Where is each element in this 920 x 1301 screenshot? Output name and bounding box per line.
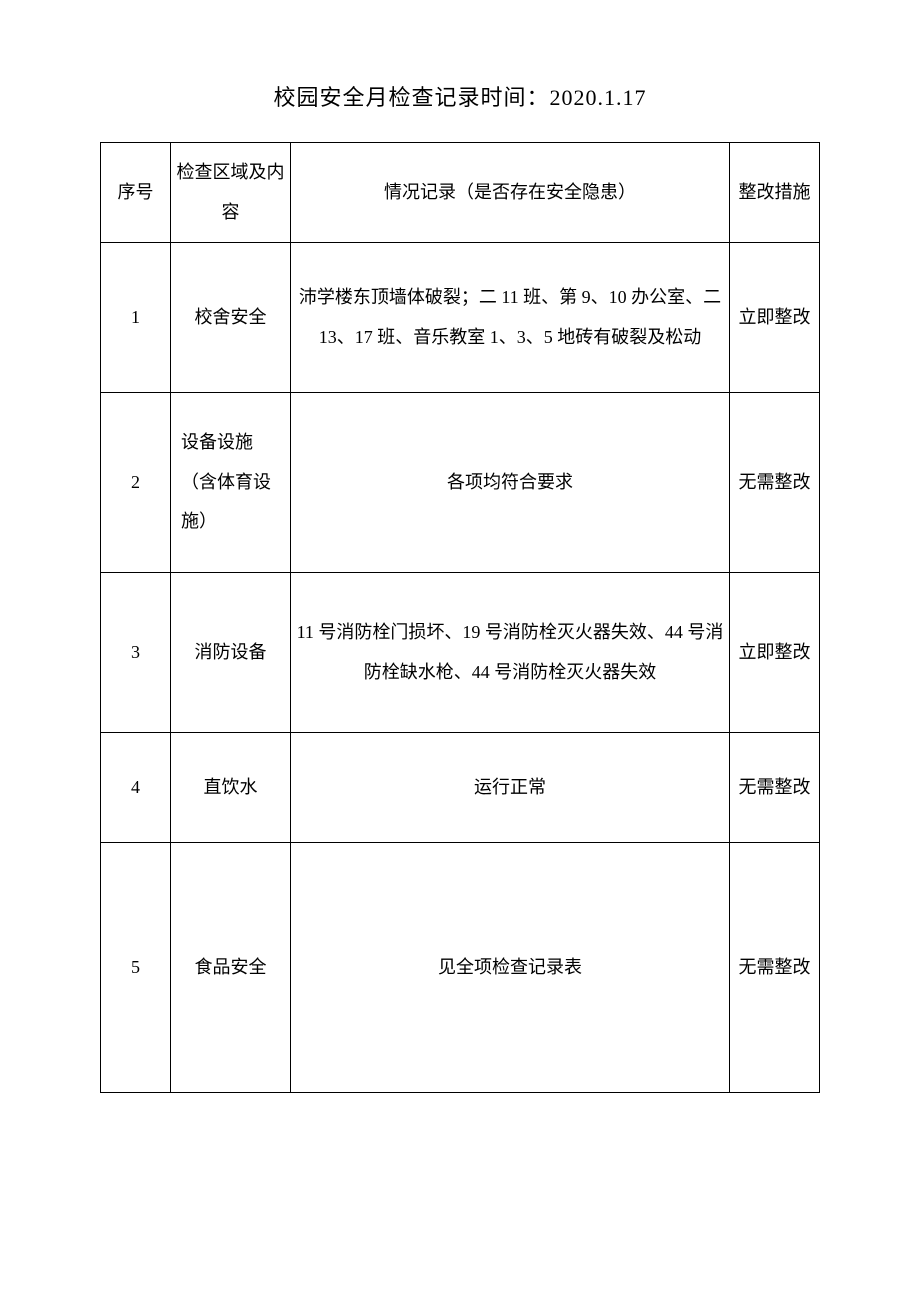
cell-area: 校舍安全 — [171, 243, 291, 393]
cell-num: 2 — [101, 393, 171, 573]
cell-action: 无需整改 — [730, 843, 820, 1093]
cell-area: 设备设施（含体育设 施） — [171, 393, 291, 573]
cell-num: 1 — [101, 243, 171, 393]
table-row: 3 消防设备 11 号消防栓门损坏、19 号消防栓灭火器失效、44 号消防栓缺水… — [101, 573, 820, 733]
table-row: 4 直饮水 运行正常 无需整改 — [101, 733, 820, 843]
cell-desc: 沛学楼东顶墙体破裂；二 11 班、第 9、10 办公室、二 13、17 班、音乐… — [291, 243, 730, 393]
col-header-action: 整改措施 — [730, 143, 820, 243]
table-header-row: 序号 检查区域及内容 情况记录（是否存在安全隐患） 整改措施 — [101, 143, 820, 243]
cell-area: 食品安全 — [171, 843, 291, 1093]
page-title: 校园安全月检查记录时间：2020.1.17 — [100, 80, 820, 112]
cell-action: 立即整改 — [730, 573, 820, 733]
cell-num: 3 — [101, 573, 171, 733]
table-row: 5 食品安全 见全项检查记录表 无需整改 — [101, 843, 820, 1093]
col-header-area: 检查区域及内容 — [171, 143, 291, 243]
cell-area: 直饮水 — [171, 733, 291, 843]
cell-desc: 见全项检查记录表 — [291, 843, 730, 1093]
cell-area: 消防设备 — [171, 573, 291, 733]
cell-desc: 11 号消防栓门损坏、19 号消防栓灭火器失效、44 号消防栓缺水枪、44 号消… — [291, 573, 730, 733]
cell-action: 立即整改 — [730, 243, 820, 393]
cell-num: 4 — [101, 733, 171, 843]
cell-desc: 运行正常 — [291, 733, 730, 843]
cell-desc: 各项均符合要求 — [291, 393, 730, 573]
table-row: 2 设备设施（含体育设 施） 各项均符合要求 无需整改 — [101, 393, 820, 573]
col-header-desc: 情况记录（是否存在安全隐患） — [291, 143, 730, 243]
cell-num: 5 — [101, 843, 171, 1093]
col-header-num: 序号 — [101, 143, 171, 243]
table-row: 1 校舍安全 沛学楼东顶墙体破裂；二 11 班、第 9、10 办公室、二 13、… — [101, 243, 820, 393]
cell-action: 无需整改 — [730, 393, 820, 573]
inspection-table: 序号 检查区域及内容 情况记录（是否存在安全隐患） 整改措施 1 校舍安全 沛学… — [100, 142, 820, 1093]
cell-action: 无需整改 — [730, 733, 820, 843]
